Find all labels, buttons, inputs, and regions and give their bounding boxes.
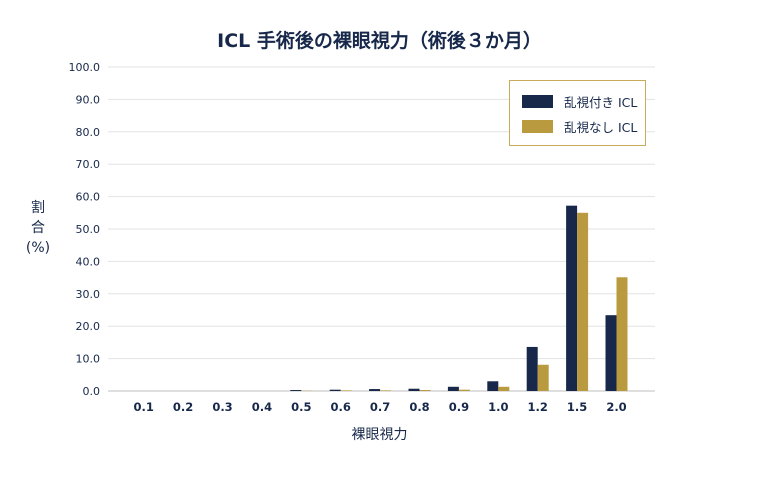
bar-astigmatism-0.7 [369, 389, 381, 391]
y-tick-label: 70.0 [76, 158, 101, 171]
legend-label-no-astigmatism: 乱視なし ICL [564, 119, 638, 135]
x-tick-label: 0.6 [331, 400, 351, 414]
y-tick-label: 20.0 [76, 320, 101, 333]
bar-astigmatism-1.2 [526, 346, 538, 391]
bar-astigmatism-0.9 [447, 386, 459, 391]
y-axis-label-line-1: 割 [31, 200, 45, 216]
x-tick-label: 0.5 [291, 400, 311, 414]
x-axis-label: 裸眼視力 [351, 427, 408, 443]
bar-no-astigmatism-0.6 [340, 390, 352, 391]
legend-swatch-no-astigmatism [522, 119, 553, 133]
bar-no-astigmatism-0.7 [380, 390, 392, 391]
x-tick-label: 0.7 [370, 400, 390, 414]
y-tick-label: 60.0 [76, 191, 101, 204]
x-tick-label: 1.0 [488, 400, 508, 414]
y-tick-label: 10.0 [76, 353, 101, 366]
x-tick-label: 2.0 [606, 400, 626, 414]
bar-no-astigmatism-1.2 [537, 364, 549, 391]
y-tick-label: 90.0 [76, 93, 101, 106]
y-tick-label: 30.0 [76, 288, 101, 301]
x-tick-label: 0.1 [134, 400, 154, 414]
x-tick-label: 0.2 [173, 400, 193, 414]
x-tick-label: 1.2 [528, 400, 548, 414]
legend-swatch-astigmatism [522, 94, 553, 108]
y-axis-label-line-2: 合 [31, 220, 45, 236]
y-tick-label: 80.0 [76, 126, 101, 139]
legend: 乱視付き ICL 乱視なし ICL [509, 80, 646, 146]
bar-no-astigmatism-0.9 [458, 389, 470, 391]
bar-astigmatism-1.5 [566, 205, 578, 391]
y-tick-label: 100.0 [69, 61, 101, 74]
bar-astigmatism-1.0 [487, 381, 499, 391]
y-axis-label: 割 合 (%) [18, 198, 58, 258]
legend-item-astigmatism: 乱視付き ICL [522, 93, 638, 110]
x-tick-label: 0.9 [449, 400, 469, 414]
x-tick-label: 1.5 [567, 400, 587, 414]
bar-astigmatism-0.6 [329, 389, 341, 391]
legend-label-astigmatism: 乱視付き ICL [564, 94, 638, 110]
bar-astigmatism-2.0 [605, 315, 617, 391]
y-tick-label: 40.0 [76, 255, 101, 268]
legend-item-no-astigmatism: 乱視なし ICL [522, 118, 638, 135]
x-tick-label: 0.3 [212, 400, 232, 414]
chart-title: ICL 手術後の裸眼視力（術後３か月） [217, 30, 542, 52]
y-axis-label-line-3: (%) [25, 240, 51, 256]
y-tick-label: 0.0 [83, 385, 101, 398]
x-tick-label: 0.4 [252, 400, 272, 414]
bar-no-astigmatism-2.0 [616, 277, 628, 391]
bar-astigmatism-0.8 [408, 388, 420, 391]
y-tick-label: 50.0 [76, 223, 101, 236]
bar-no-astigmatism-1.5 [577, 212, 589, 391]
bar-no-astigmatism-0.8 [419, 390, 431, 391]
x-tick-label: 0.8 [409, 400, 429, 414]
bar-astigmatism-0.5 [290, 390, 302, 391]
bar-no-astigmatism-1.0 [498, 386, 510, 391]
